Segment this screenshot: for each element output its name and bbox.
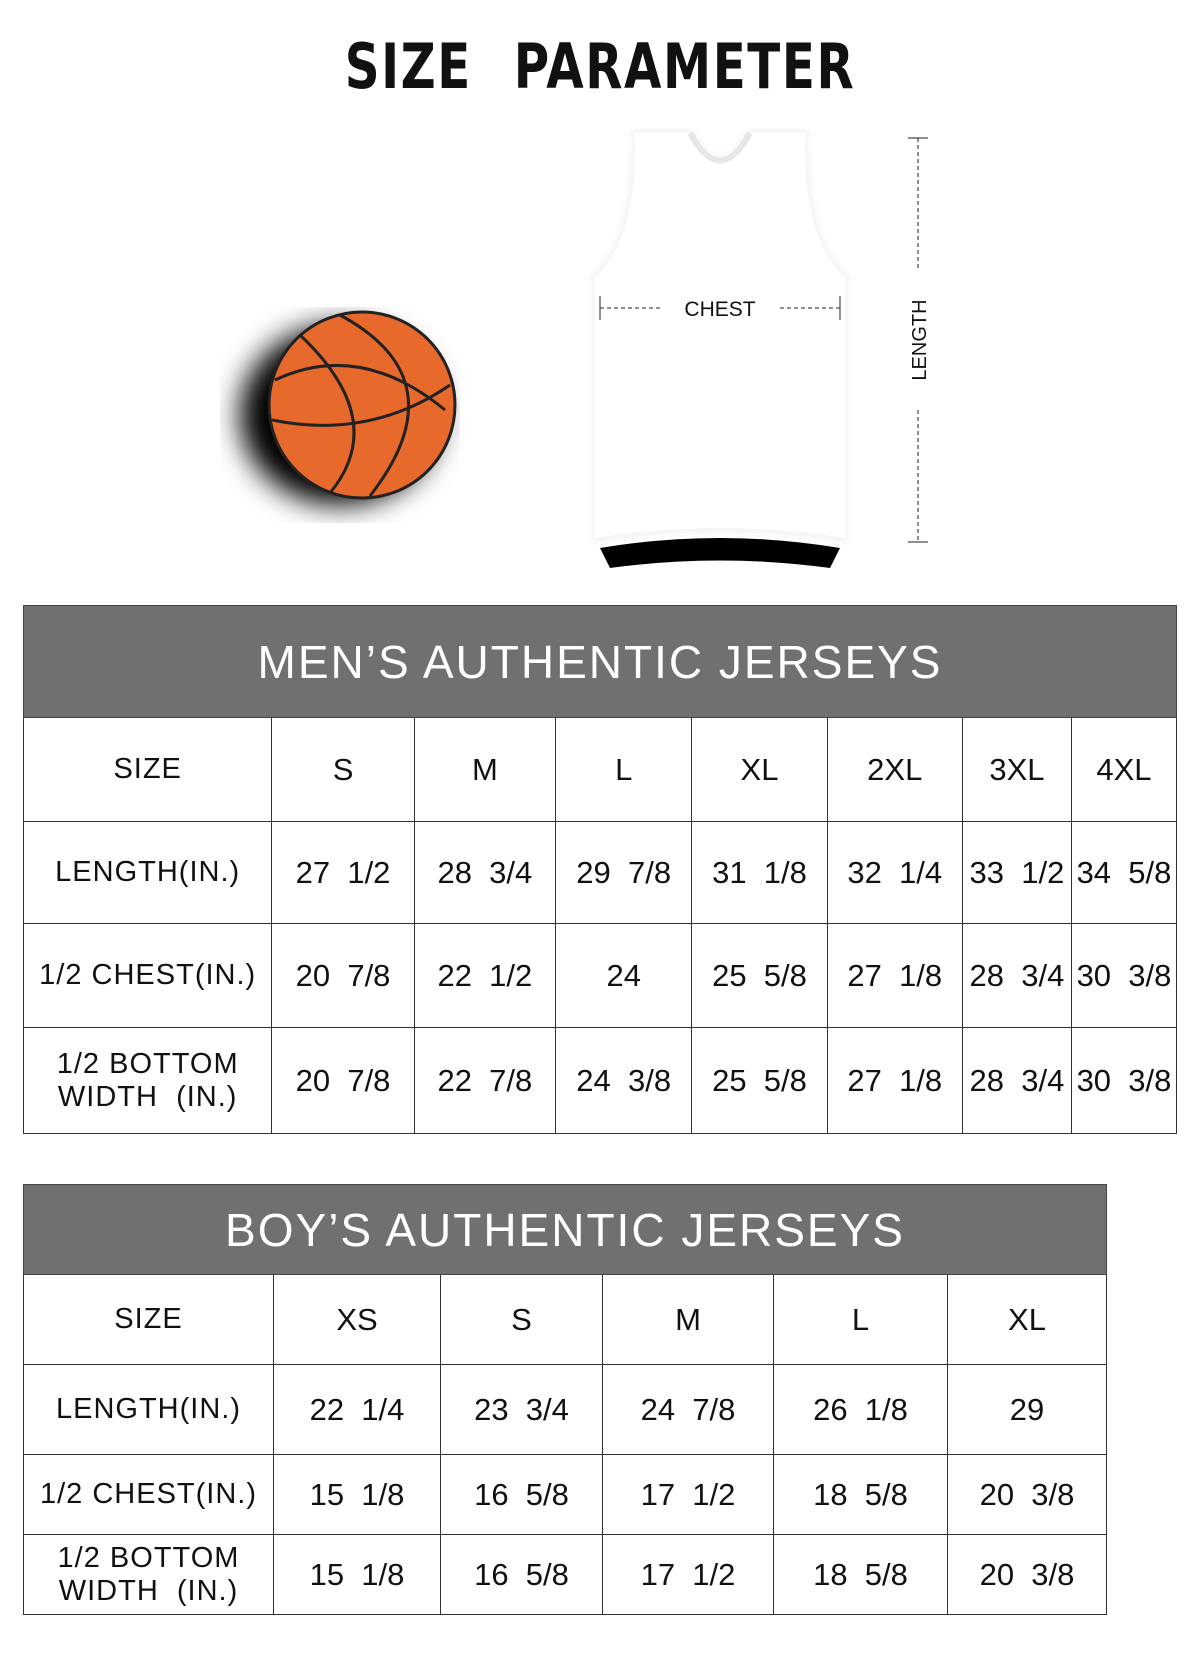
table-cell: 31 1/8 bbox=[691, 821, 828, 924]
mens-table-title: MEN’S AUTHENTIC JERSEYS bbox=[23, 605, 1177, 718]
table-cell: 18 5/8 bbox=[773, 1534, 948, 1615]
table-cell: 24 3/8 bbox=[555, 1027, 693, 1134]
column-header: XS bbox=[273, 1274, 441, 1365]
table-cell: 29 bbox=[946, 1364, 1108, 1455]
table-row: 1/2 BOTTOM WIDTH (IN.) 20 7/8 22 7/8 24 … bbox=[22, 1027, 1178, 1134]
table-cell: 28 3/4 bbox=[413, 821, 557, 924]
table-cell: 15 1/8 bbox=[273, 1454, 441, 1535]
table-cell: 27 1/8 bbox=[826, 923, 963, 1028]
mens-size-table: MEN’S AUTHENTIC JERSEYS SIZE S M L XL 2X… bbox=[22, 605, 1178, 1134]
column-header: XL bbox=[946, 1274, 1108, 1365]
row-label: 1/2 BOTTOM WIDTH (IN.) bbox=[23, 1534, 274, 1615]
table-cell: 20 7/8 bbox=[271, 923, 415, 1028]
table-cell: 30 3/8 bbox=[1070, 923, 1178, 1028]
table-cell: 20 7/8 bbox=[271, 1027, 415, 1134]
table-cell: 17 1/2 bbox=[602, 1454, 774, 1535]
table-cell: 17 1/2 bbox=[602, 1534, 774, 1615]
column-header: SIZE bbox=[23, 1274, 274, 1365]
table-cell: 32 1/4 bbox=[826, 821, 963, 924]
table-cell: 20 3/8 bbox=[946, 1534, 1108, 1615]
table-cell: 22 1/4 bbox=[273, 1364, 441, 1455]
table-cell: 20 3/8 bbox=[946, 1454, 1108, 1535]
column-header: L bbox=[773, 1274, 948, 1365]
table-row: 1/2 CHEST(IN.) 20 7/8 22 1/2 24 25 5/8 2… bbox=[22, 923, 1178, 1028]
table-cell: 33 1/2 bbox=[961, 821, 1072, 924]
table-cell: 28 3/4 bbox=[961, 923, 1072, 1028]
table-row: LENGTH(IN.) 27 1/2 28 3/4 29 7/8 31 1/8 … bbox=[22, 821, 1178, 924]
page-title: SIZE PARAMETER bbox=[344, 30, 856, 103]
column-header: SIZE bbox=[22, 717, 273, 822]
column-header: S bbox=[271, 717, 415, 822]
table-cell: 16 5/8 bbox=[440, 1534, 603, 1615]
row-label: 1/2 CHEST(IN.) bbox=[23, 1454, 274, 1535]
column-header: 2XL bbox=[826, 717, 963, 822]
chest-label: CHEST bbox=[684, 298, 755, 321]
table-cell: 24 bbox=[555, 923, 693, 1028]
boys-table-title: BOY’S AUTHENTIC JERSEYS bbox=[22, 1184, 1108, 1275]
table-cell: 30 3/8 bbox=[1070, 1027, 1178, 1134]
table-cell: 27 1/8 bbox=[826, 1027, 963, 1134]
table-cell: 16 5/8 bbox=[440, 1454, 603, 1535]
column-header: L bbox=[555, 717, 693, 822]
table-cell: 15 1/8 bbox=[273, 1534, 441, 1615]
column-header: M bbox=[602, 1274, 774, 1365]
basketball-icon bbox=[240, 310, 457, 505]
table-cell: 18 5/8 bbox=[773, 1454, 948, 1535]
column-header: M bbox=[413, 717, 557, 822]
length-indicator: LENGTH bbox=[908, 137, 931, 543]
table-cell: 27 1/2 bbox=[271, 821, 415, 924]
table-cell: 25 5/8 bbox=[691, 1027, 828, 1134]
table-cell: 26 1/8 bbox=[773, 1364, 948, 1455]
table-cell: 25 5/8 bbox=[691, 923, 828, 1028]
table-row: 1/2 BOTTOM WIDTH (IN.) 15 1/8 16 5/8 17 … bbox=[23, 1534, 1108, 1615]
table-row: LENGTH(IN.) 22 1/4 23 3/4 24 7/8 26 1/8 … bbox=[23, 1364, 1108, 1455]
boys-size-table: BOY’S AUTHENTIC JERSEYS SIZE XS S M L XL… bbox=[22, 1184, 1108, 1615]
column-header: XL bbox=[691, 717, 828, 822]
row-label: 1/2 BOTTOM WIDTH (IN.) bbox=[22, 1027, 273, 1134]
row-label: 1/2 CHEST(IN.) bbox=[22, 923, 273, 1028]
column-header: S bbox=[440, 1274, 603, 1365]
length-label: LENGTH bbox=[909, 299, 931, 380]
jersey-diagram: CHEST bbox=[593, 131, 847, 568]
table-cell: 29 7/8 bbox=[555, 821, 693, 924]
table-cell: 22 7/8 bbox=[413, 1027, 557, 1134]
table-cell: 24 7/8 bbox=[602, 1364, 774, 1455]
row-label: LENGTH(IN.) bbox=[22, 821, 273, 924]
table-cell: 22 1/2 bbox=[413, 923, 557, 1028]
table-cell: 28 3/4 bbox=[961, 1027, 1072, 1134]
table-cell: 23 3/4 bbox=[440, 1364, 603, 1455]
column-header: 3XL bbox=[961, 717, 1072, 822]
table-row: 1/2 CHEST(IN.) 15 1/8 16 5/8 17 1/2 18 5… bbox=[23, 1454, 1108, 1535]
row-label: LENGTH(IN.) bbox=[23, 1364, 274, 1455]
table-header-row: SIZE S M L XL 2XL 3XL 4XL bbox=[22, 717, 1178, 822]
table-cell: 34 5/8 bbox=[1070, 821, 1178, 924]
table-header-row: SIZE XS S M L XL bbox=[23, 1274, 1108, 1365]
column-header: 4XL bbox=[1070, 717, 1178, 822]
